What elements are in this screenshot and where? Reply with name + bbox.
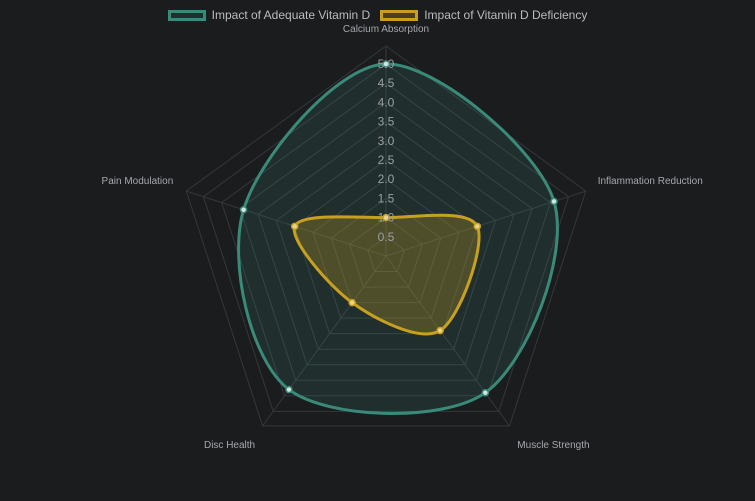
grid-ring: [202, 63, 570, 412]
axis-label: Inflammation Reduction: [598, 176, 703, 187]
grid-ring: [257, 120, 515, 366]
r-tick-label: 0.5: [378, 230, 395, 244]
radar-series: [237, 62, 559, 415]
radar-grid: [185, 45, 587, 427]
r-tick-label: 3.5: [378, 115, 395, 129]
data-point-0-1[interactable]: [550, 197, 558, 206]
grid-spoke: [262, 255, 387, 427]
radar-points: [239, 60, 558, 397]
legend-swatch-adequate: [167, 9, 206, 21]
legend-item-adequate[interactable]: Impact of Adequate Vitamin D: [167, 8, 371, 22]
data-point-1-2[interactable]: [436, 326, 444, 335]
legend-label-adequate: Impact of Adequate Vitamin D: [211, 8, 371, 22]
axis-label: Muscle Strength: [517, 440, 589, 451]
series-area-1: [292, 213, 481, 336]
grid-ring: [294, 159, 478, 335]
data-point-0-2[interactable]: [481, 388, 490, 397]
grid-ring: [367, 236, 405, 273]
axis-label: Pain Modulation: [102, 176, 174, 187]
legend-label-deficiency: Impact of Vitamin D Deficiency: [424, 8, 588, 22]
axis-label: Calcium Absorption: [343, 24, 429, 35]
r-tick-label: 5.0: [378, 57, 395, 71]
r-tick-label: 4.5: [378, 76, 395, 90]
r-tick-label: 2.0: [378, 172, 395, 186]
grid-ring: [348, 216, 424, 288]
grid-spoke: [186, 190, 387, 257]
grid-ring: [312, 178, 460, 319]
legend-item-deficiency[interactable]: Impact of Vitamin D Deficiency: [380, 8, 587, 22]
grid-ring-outer: [185, 45, 587, 427]
r-tick-label: 1.5: [378, 191, 395, 205]
r-tick-label: 1.0: [378, 211, 395, 225]
radar-axis-labels: Calcium Absorption Inflammation Reduction…: [102, 24, 703, 451]
grid-ring: [330, 197, 442, 304]
grid-ring: [239, 101, 533, 381]
axis-label: Disc Health: [204, 440, 255, 451]
data-point-0-4[interactable]: [239, 205, 248, 214]
legend-swatch-deficiency: [380, 9, 419, 21]
data-point-0-3[interactable]: [285, 385, 293, 394]
radar-tick-labels: 0.5 1.0 1.5 2.0 2.5 3.0 3.5 4.0 4.5 5.0: [378, 57, 395, 244]
data-point-1-1[interactable]: [473, 222, 482, 231]
r-tick-label: 3.0: [378, 134, 395, 148]
data-point-1-0[interactable]: [382, 213, 390, 222]
data-point-1-3[interactable]: [348, 298, 356, 307]
r-tick-label: 2.5: [378, 153, 395, 167]
data-point-0-0[interactable]: [382, 60, 390, 68]
series-area-0: [237, 62, 559, 415]
chart-legend: Impact of Adequate Vitamin D Impact of V…: [0, 6, 755, 24]
grid-spoke: [385, 255, 510, 427]
data-point-1-4[interactable]: [290, 222, 299, 231]
r-tick-label: 4.0: [378, 95, 395, 109]
grid-ring: [275, 140, 497, 350]
grid-ring: [221, 82, 551, 397]
